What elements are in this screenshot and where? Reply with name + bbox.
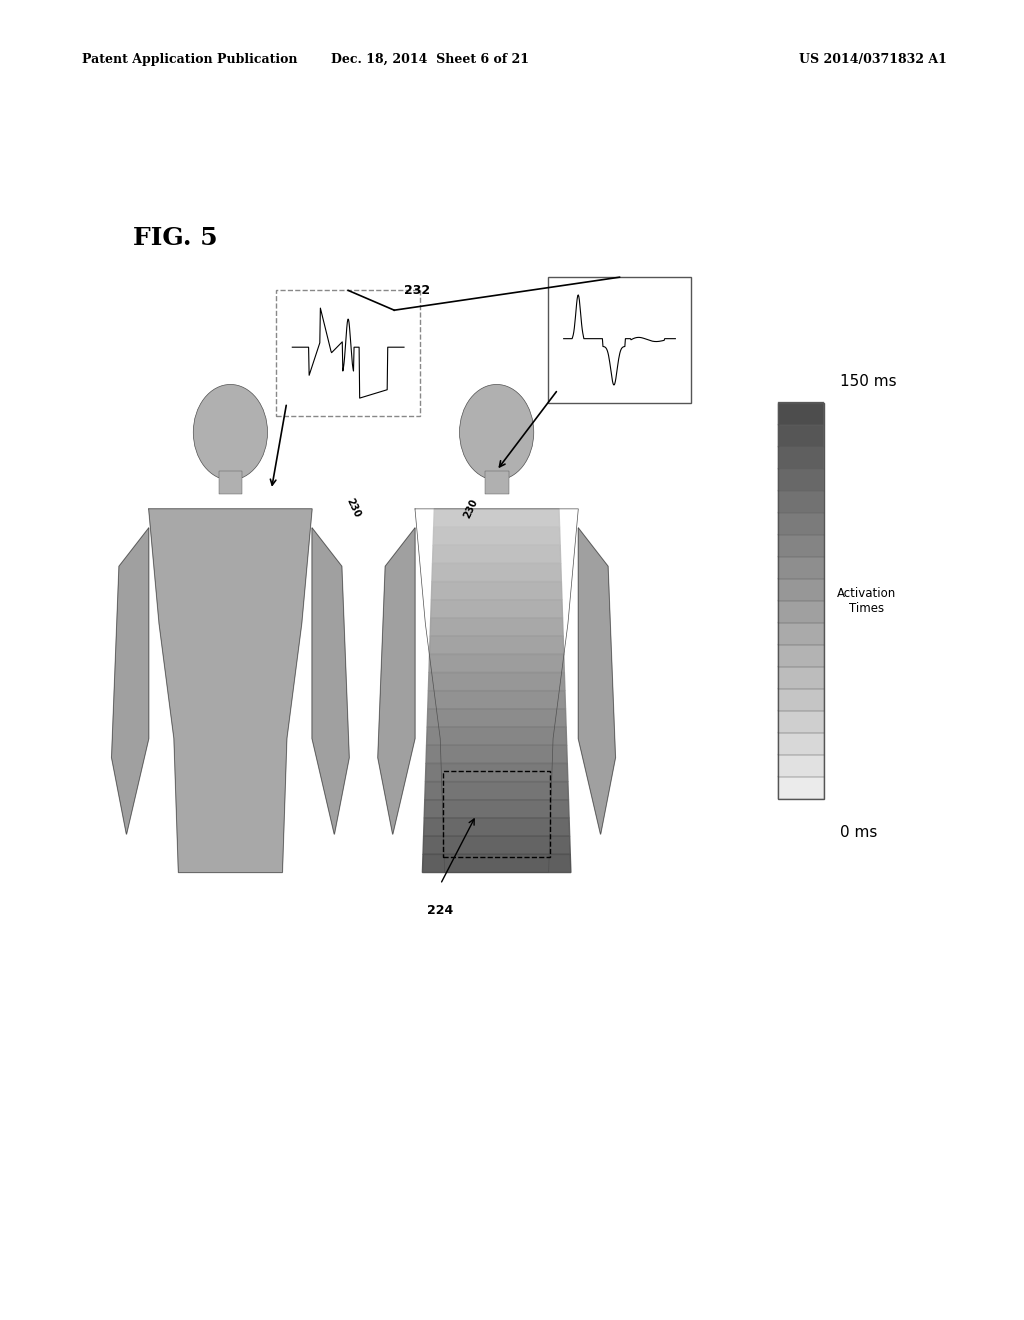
Text: 232: 232 [404, 284, 431, 297]
Polygon shape [432, 564, 561, 582]
Polygon shape [431, 599, 562, 618]
Bar [548, 277, 691, 403]
Polygon shape [429, 655, 564, 672]
Polygon shape [427, 727, 566, 746]
Circle shape [460, 384, 534, 480]
Bar [778, 469, 824, 491]
Bar [778, 689, 824, 710]
Bar [778, 578, 824, 601]
Polygon shape [428, 690, 565, 709]
Polygon shape [429, 636, 564, 655]
Polygon shape [579, 528, 615, 834]
Polygon shape [426, 746, 567, 763]
Text: 150 ms: 150 ms [840, 375, 896, 389]
Polygon shape [112, 528, 148, 834]
Text: US 2014/0371832 A1: US 2014/0371832 A1 [799, 53, 946, 66]
Text: Patent Application Publication: Patent Application Publication [82, 53, 297, 66]
Polygon shape [425, 781, 568, 800]
Polygon shape [424, 800, 569, 818]
Text: Activation
Times: Activation Times [837, 586, 896, 615]
Bar [778, 733, 824, 755]
Bar [778, 755, 824, 776]
Polygon shape [312, 528, 349, 834]
Bar [778, 710, 824, 733]
Bar [778, 403, 824, 425]
Bar [778, 512, 824, 535]
Bar [778, 667, 824, 689]
Bar [276, 290, 420, 416]
Bar [778, 403, 824, 799]
Polygon shape [430, 618, 563, 636]
Bar [778, 622, 824, 644]
Bar [778, 557, 824, 578]
FancyBboxPatch shape [484, 471, 509, 494]
Polygon shape [425, 763, 568, 781]
Text: 230: 230 [462, 496, 480, 520]
Polygon shape [434, 508, 559, 527]
Text: 0 ms: 0 ms [840, 825, 877, 840]
Polygon shape [432, 545, 561, 564]
Bar [778, 776, 824, 799]
Polygon shape [433, 527, 560, 545]
Bar [778, 644, 824, 667]
Bar [778, 601, 824, 623]
Polygon shape [428, 672, 565, 690]
Polygon shape [424, 818, 569, 836]
Bar [778, 491, 824, 512]
Bar [778, 446, 824, 469]
Bar [443, 771, 550, 857]
Polygon shape [431, 582, 562, 599]
Bar [778, 425, 824, 446]
Bar [778, 535, 824, 557]
Polygon shape [427, 709, 566, 727]
Text: Dec. 18, 2014  Sheet 6 of 21: Dec. 18, 2014 Sheet 6 of 21 [331, 53, 529, 66]
Text: FIG. 5: FIG. 5 [133, 226, 218, 249]
Polygon shape [422, 854, 571, 873]
Polygon shape [378, 528, 415, 834]
FancyBboxPatch shape [218, 471, 243, 494]
Polygon shape [423, 836, 570, 854]
Polygon shape [148, 508, 312, 873]
Text: 224: 224 [427, 904, 454, 917]
Circle shape [194, 384, 267, 480]
Text: 230: 230 [344, 496, 362, 520]
